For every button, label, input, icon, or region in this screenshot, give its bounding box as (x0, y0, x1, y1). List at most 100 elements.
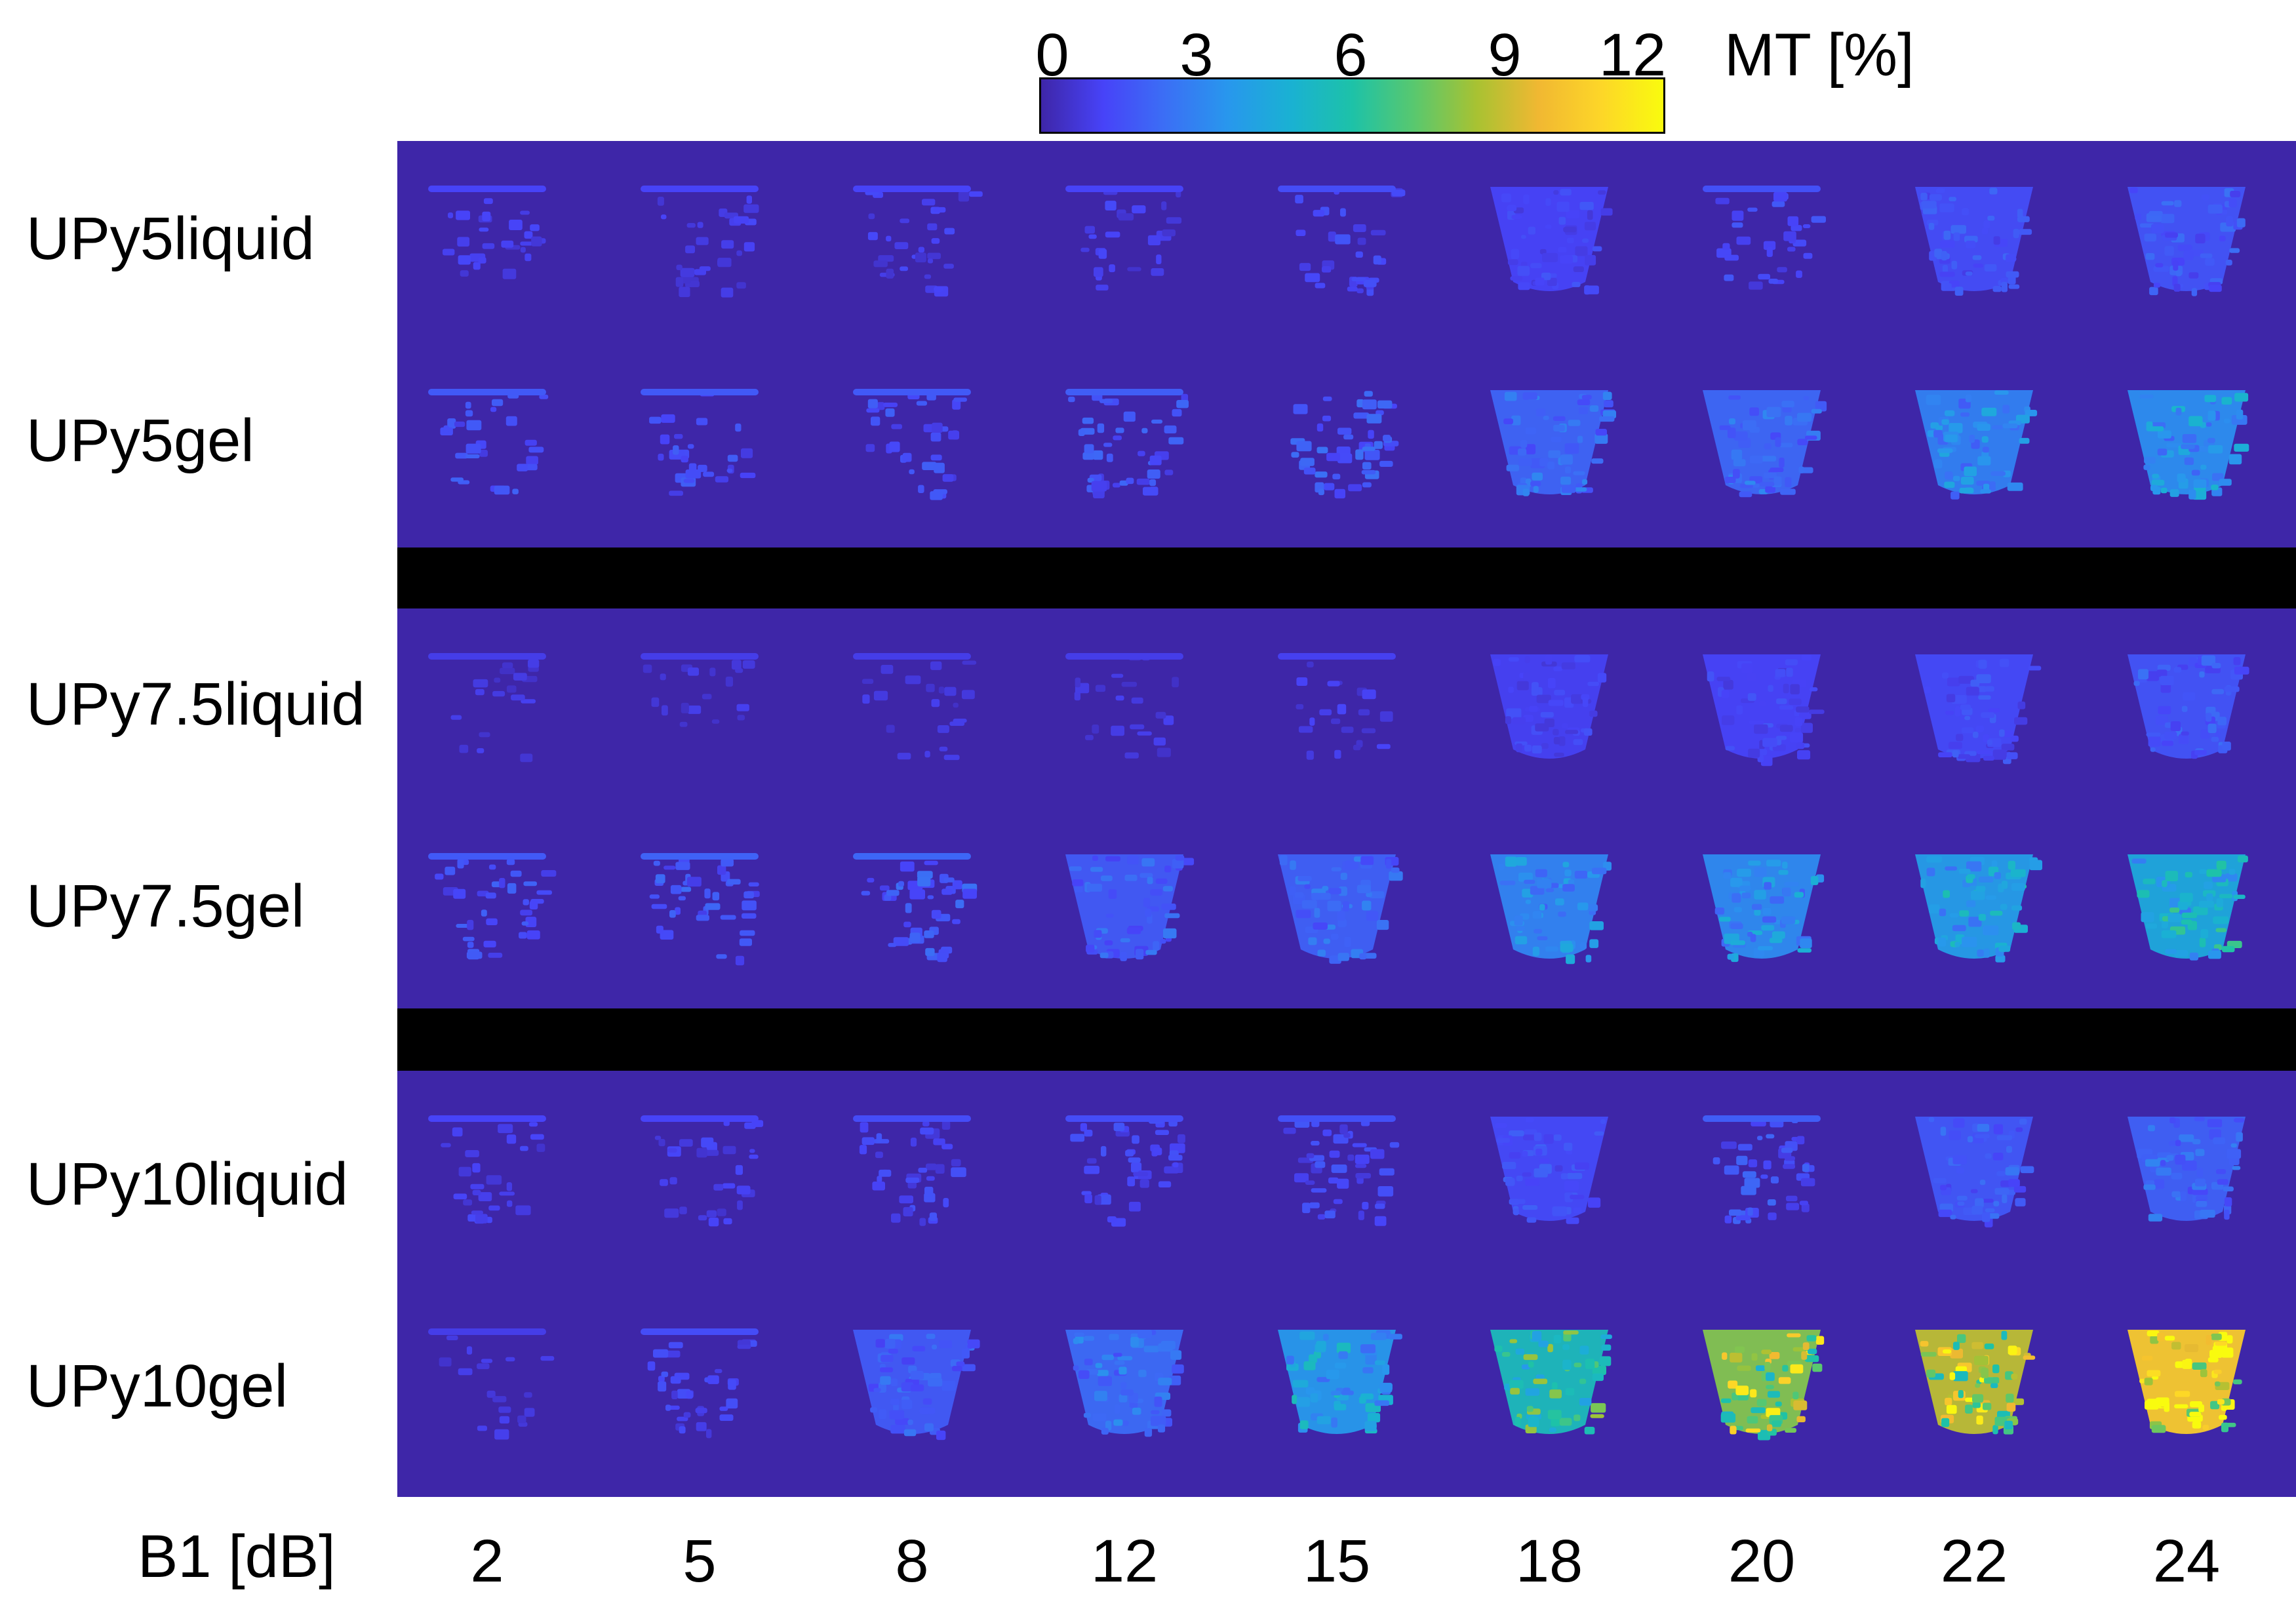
heatmap-speckle (1969, 435, 1975, 443)
heatmap-cell (853, 1115, 971, 1226)
heatmap-speckle (1950, 491, 1960, 500)
heatmap-speckle (2192, 1188, 2208, 1195)
heatmap-speckle (1166, 217, 1182, 224)
heatmap-speckle (1929, 904, 1940, 914)
heatmap-speckle (2233, 657, 2241, 666)
heatmap-speckle (967, 1339, 980, 1349)
heatmap-speckle (900, 861, 915, 872)
heatmap-speckle (2181, 706, 2188, 712)
heatmap-speckle (1592, 246, 1602, 252)
heatmap-speckle (2207, 445, 2223, 454)
heatmap-speckle (679, 721, 688, 727)
heatmap-speckle (458, 1368, 473, 1376)
heatmap-speckle (663, 866, 676, 870)
heatmap-speckle (1785, 416, 1792, 426)
heatmap-speckle (2180, 1191, 2187, 1201)
heatmap-speckle (1560, 454, 1573, 465)
heatmap-rim (853, 1115, 971, 1122)
heatmap-speckle (500, 667, 515, 675)
heatmap-speckle (2152, 1376, 2159, 1380)
heatmap-speckle (926, 1163, 937, 1170)
heatmap-speckle (1977, 1124, 1990, 1132)
heatmap-speckle (1115, 695, 1124, 701)
heatmap-speckle (1965, 1404, 1973, 1414)
heatmap-speckle (1525, 1388, 1540, 1396)
heatmap-speckle (876, 1133, 882, 1144)
heatmap-speckle (1158, 1181, 1172, 1187)
heatmap-speckle (1313, 210, 1325, 217)
heatmap-speckle (1334, 488, 1345, 499)
heatmap-speckle (1078, 1370, 1090, 1379)
heatmap-speckle (1379, 1382, 1393, 1393)
heatmap-speckle (1311, 1188, 1327, 1193)
heatmap-speckle (883, 403, 898, 407)
heatmap-speckle (2210, 1401, 2220, 1410)
heatmap-speckle (1718, 917, 1731, 922)
heatmap-speckle (2010, 735, 2019, 742)
heatmap-speckle (1757, 946, 1773, 951)
heatmap-speckle (1101, 875, 1113, 881)
heatmap-speckle (1389, 871, 1403, 881)
heatmap-speckle (488, 864, 496, 870)
heatmap-speckle (488, 1205, 500, 1211)
heatmap-speckle (665, 1350, 681, 1358)
heatmap-speckle (955, 900, 964, 909)
heatmap-speckle (1084, 226, 1095, 234)
heatmap-speckle (466, 1346, 473, 1355)
heatmap-speckle (441, 1143, 451, 1147)
heatmap-speckle (2181, 912, 2198, 919)
heatmap-speckle (511, 694, 525, 701)
heatmap-speckle (1553, 728, 1559, 736)
heatmap-speckle (477, 1363, 490, 1370)
heatmap-speckle (1972, 1402, 1981, 1408)
heatmap-speckle (1730, 940, 1746, 946)
heatmap-speckle (728, 1379, 736, 1390)
heatmap-speckle (2198, 446, 2209, 452)
heatmap-speckle (1526, 1217, 1537, 1223)
heatmap-speckle (1499, 881, 1516, 885)
heatmap-speckle (1769, 1352, 1780, 1359)
heatmap-speckle (2211, 736, 2219, 742)
heatmap-speckle (1297, 1397, 1311, 1407)
heatmap-speckle (1538, 1340, 1549, 1347)
heatmap-speckle (708, 1218, 719, 1227)
heatmap-speckle (1131, 697, 1143, 704)
heatmap-speckle (1303, 468, 1316, 475)
heatmap-speckle (873, 260, 888, 268)
heatmap-speckle (952, 880, 962, 890)
heatmap-speckle (1758, 273, 1770, 280)
heatmap-speckle (1749, 281, 1763, 290)
heatmap-speckle (2181, 731, 2189, 736)
heatmap-speckle (1512, 717, 1526, 725)
heatmap-speckle (2198, 1404, 2204, 1412)
heatmap-speckle (1993, 1124, 2004, 1134)
heatmap-speckle (1498, 864, 1505, 871)
heatmap-speckle (520, 247, 526, 253)
heatmap-speckle (1073, 1338, 1079, 1344)
heatmap-speckle (749, 1149, 755, 1153)
heatmap-speckle (1798, 466, 1804, 473)
heatmap-speckle (539, 394, 549, 399)
heatmap-speckle (1728, 1380, 1738, 1389)
heatmap-speckle (475, 688, 485, 696)
heatmap-speckle (1505, 1178, 1515, 1186)
heatmap-speckle (743, 891, 754, 899)
heatmap-speckle (1299, 263, 1311, 271)
heatmap-speckle (1948, 742, 1962, 749)
heatmap-speckle (517, 1415, 526, 1424)
heatmap-speckle (2143, 1184, 2156, 1190)
heatmap-speckle (1128, 1157, 1141, 1163)
heatmap-speckle (505, 1357, 515, 1362)
heatmap-speckle (1742, 1171, 1756, 1178)
heatmap-speckle (2200, 929, 2209, 939)
heatmap-speckle (1775, 736, 1787, 740)
heatmap-speckle (2014, 717, 2028, 725)
heatmap-speckle (1562, 1359, 1572, 1370)
heatmap-speckle (1327, 681, 1340, 687)
heatmap-speckle (1582, 479, 1588, 485)
heatmap-speckle (1504, 391, 1517, 401)
heatmap-speckle (1352, 1143, 1367, 1147)
heatmap-speckle (900, 266, 908, 271)
heatmap-speckle (676, 264, 683, 270)
heatmap-speckle (466, 420, 482, 431)
